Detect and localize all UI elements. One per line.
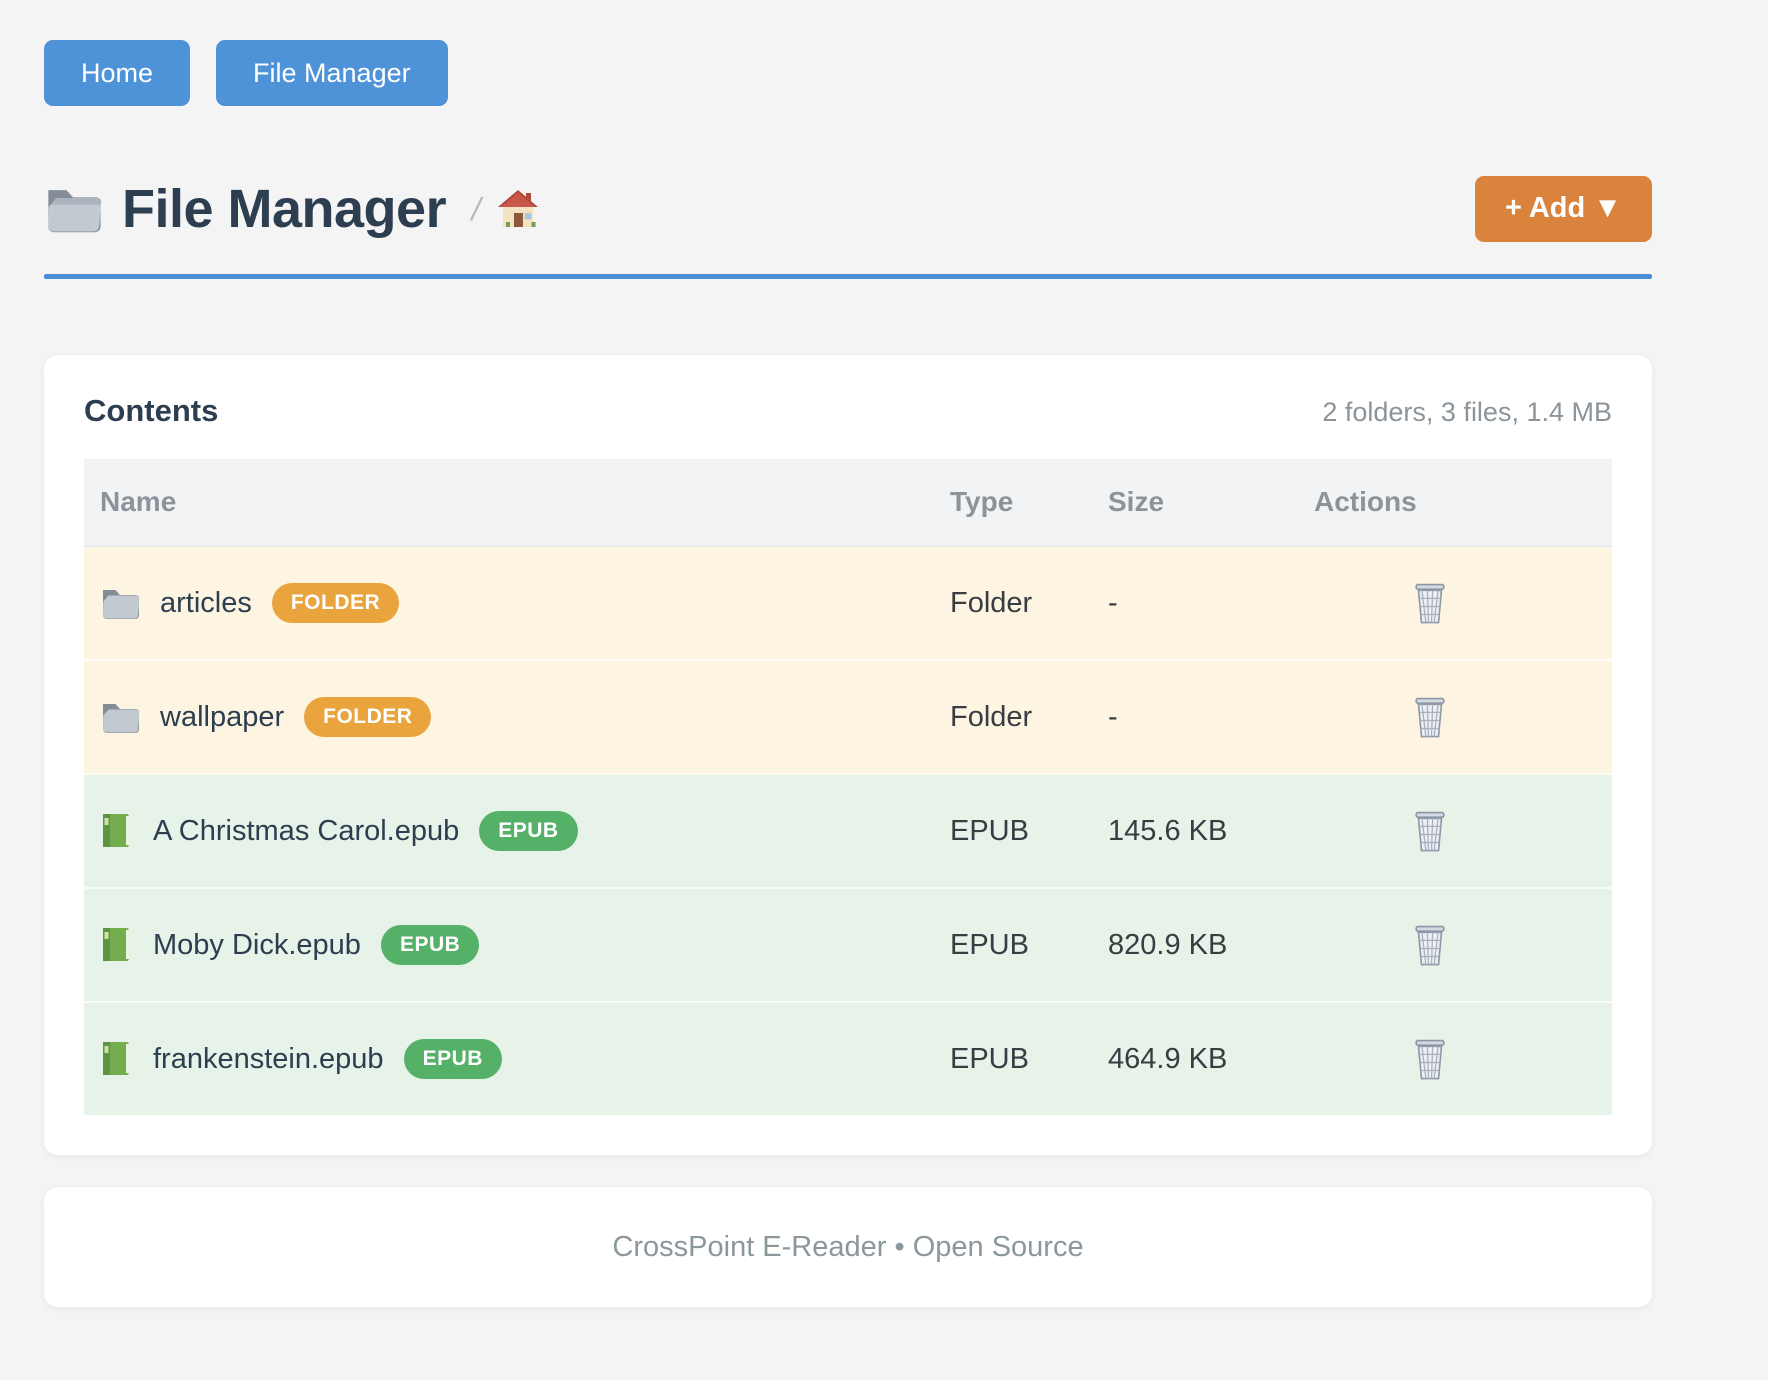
house-icon[interactable]: [497, 189, 539, 229]
footer-text: CrossPoint E-Reader • Open Source: [612, 1230, 1084, 1263]
type-cell: EPUB: [934, 887, 1092, 1003]
type-cell: EPUB: [934, 773, 1092, 889]
green-book-icon: [100, 1040, 133, 1078]
page-title: File Manager: [122, 179, 447, 240]
name-cell: Moby Dick.epub EPUB: [84, 887, 934, 1003]
delete-button[interactable]: [1410, 922, 1450, 968]
table-row-moby-dick: Moby Dick.epub EPUB EPUB 820.9 KB: [84, 887, 1612, 1003]
breadcrumb-separator: /: [468, 190, 485, 227]
contents-heading: Contents: [84, 393, 219, 429]
folder-name-link[interactable]: articles: [160, 586, 252, 619]
actions-cell: [1298, 1001, 1612, 1116]
column-header-name: Name: [84, 459, 934, 548]
top-nav: Home File Manager: [44, 40, 1652, 107]
trash-icon: [1415, 584, 1445, 624]
size-cell: 820.9 KB: [1092, 887, 1298, 1003]
trash-icon: [1415, 812, 1445, 852]
title-group: File Manager /: [44, 178, 539, 240]
actions-cell: [1298, 546, 1612, 660]
size-cell: -: [1092, 659, 1298, 775]
trash-icon: [1415, 1040, 1445, 1080]
green-book-icon: [100, 812, 133, 850]
table-row-articles: articles FOLDER Folder -: [84, 546, 1612, 661]
name-cell: frankenstein.epub EPUB: [84, 1001, 934, 1116]
table-header-row: Name Type Size Actions: [84, 459, 1612, 548]
table-row-christmas-carol: A Christmas Carol.epub EPUB EPUB 145.6 K…: [84, 773, 1612, 889]
name-cell: A Christmas Carol.epub EPUB: [84, 773, 934, 889]
folder-icon: [44, 184, 102, 234]
trash-icon: [1415, 698, 1445, 738]
type-cell: Folder: [950, 586, 1033, 619]
nav-file-manager-button[interactable]: File Manager: [216, 40, 448, 107]
size-cell: -: [1108, 586, 1118, 619]
name-cell: wallpaper FOLDER: [84, 659, 934, 775]
epub-badge: EPUB: [479, 811, 578, 852]
type-cell: Folder: [934, 659, 1092, 775]
actions-cell: [1298, 887, 1612, 1003]
folder-icon: [100, 586, 140, 620]
header-divider: [44, 274, 1652, 280]
column-header-actions: Actions: [1298, 459, 1612, 548]
file-name: A Christmas Carol.epub: [153, 814, 460, 847]
page-header: File Manager / + Add ▼: [44, 176, 1652, 243]
table-row-wallpaper: wallpaper FOLDER Folder -: [84, 659, 1612, 775]
nav-home-button[interactable]: Home: [44, 40, 191, 107]
delete-button[interactable]: [1410, 1036, 1450, 1082]
footer-card: CrossPoint E-Reader • Open Source: [44, 1187, 1652, 1308]
epub-badge: EPUB: [403, 1039, 502, 1080]
column-header-type: Type: [934, 459, 1092, 548]
contents-card: Contents 2 folders, 3 files, 1.4 MB Name…: [44, 355, 1652, 1156]
column-header-size: Size: [1092, 459, 1298, 548]
size-cell: 464.9 KB: [1092, 1001, 1298, 1116]
delete-button[interactable]: [1410, 580, 1450, 626]
folder-icon: [100, 700, 140, 734]
actions-cell: [1298, 659, 1612, 775]
delete-button[interactable]: [1410, 694, 1450, 740]
actions-cell: [1298, 773, 1612, 889]
green-book-icon: [100, 926, 133, 964]
page: Home File Manager File Manager /: [44, 40, 1652, 1308]
contents-summary: 2 folders, 3 files, 1.4 MB: [1322, 397, 1612, 428]
folder-badge: FOLDER: [304, 697, 432, 738]
type-cell: EPUB: [934, 1001, 1092, 1116]
trash-icon: [1415, 926, 1445, 966]
file-name: Moby Dick.epub: [153, 928, 361, 961]
contents-card-header: Contents 2 folders, 3 files, 1.4 MB: [84, 393, 1612, 429]
table-row-frankenstein: frankenstein.epub EPUB EPUB 464.9 KB: [84, 1001, 1612, 1116]
size-cell: 145.6 KB: [1092, 773, 1298, 889]
file-name: frankenstein.epub: [153, 1042, 384, 1075]
folder-badge: FOLDER: [271, 583, 400, 624]
name-cell: articles FOLDER: [84, 546, 934, 660]
delete-button[interactable]: [1410, 808, 1450, 854]
epub-badge: EPUB: [380, 925, 480, 966]
folder-name-link[interactable]: wallpaper: [160, 700, 285, 733]
file-table: Name Type Size Actions: [84, 459, 1612, 1116]
add-button[interactable]: + Add ▼: [1474, 176, 1652, 243]
